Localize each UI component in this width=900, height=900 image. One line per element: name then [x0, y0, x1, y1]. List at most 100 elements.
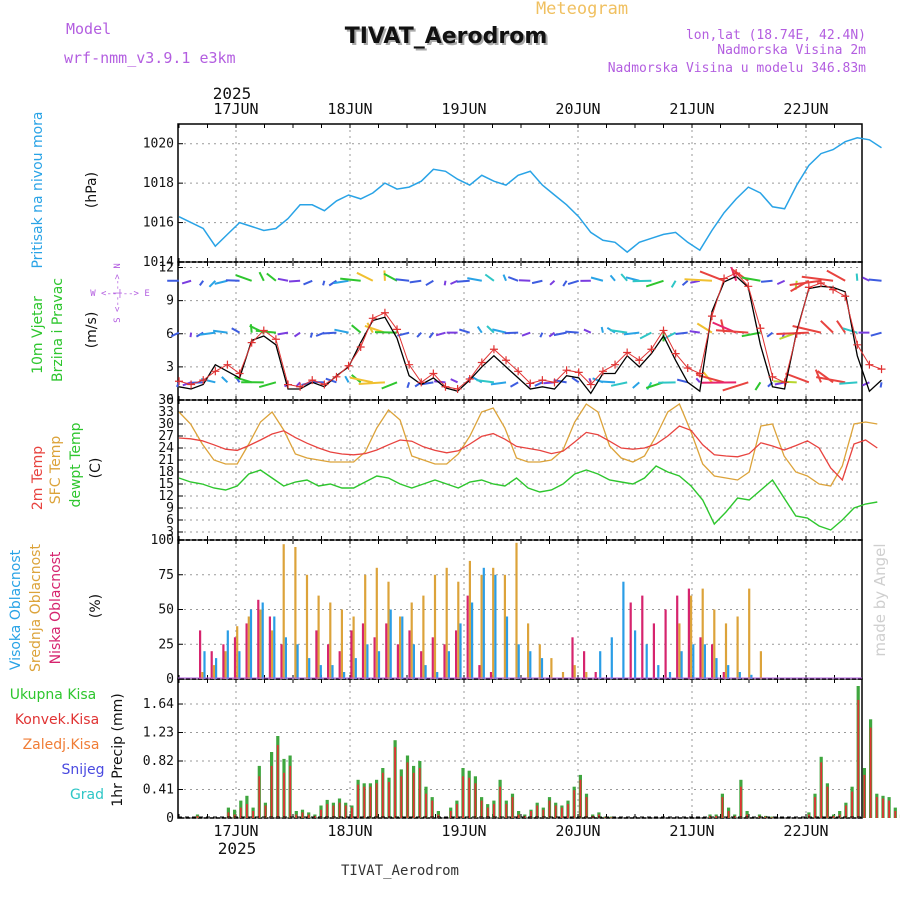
wind-plus-marker: [623, 348, 632, 357]
cloud-bar-niska: [257, 599, 260, 679]
precip-conv-bar: [301, 812, 304, 818]
wind-arrow: [293, 331, 301, 338]
wind-arrow: [567, 279, 580, 286]
precip-conv-bar: [727, 811, 730, 818]
precip-unit: 1hr Precip (mm): [110, 693, 126, 806]
cloud-bar-srednja: [573, 665, 576, 679]
wind-arrow: [349, 376, 374, 384]
cloud-bar-srednja: [678, 623, 681, 679]
wind-arrow: [328, 279, 338, 287]
precip-conv-bar: [338, 802, 341, 818]
precip-conv-bar: [418, 768, 421, 818]
wind-arrow: [689, 330, 700, 334]
day-label-bottom: 21JUN: [669, 822, 714, 840]
cloud-bar-visoka: [308, 658, 311, 679]
wind-arrow: [868, 278, 882, 282]
y-tick-label: 0: [166, 393, 174, 408]
wind-arrow: [610, 381, 628, 387]
cloud-bar-visoka: [354, 658, 357, 679]
precip-conv-bar: [437, 814, 440, 818]
cloud-bar-niska: [594, 672, 597, 679]
day-label-bottom: 19JUN: [441, 822, 486, 840]
cloud-bar-niska: [571, 637, 574, 679]
cloud-bar-srednja: [503, 574, 506, 680]
cloud-bar-visoka: [459, 623, 462, 679]
precip-total-bar: [233, 809, 237, 818]
wind-arrow: [681, 280, 689, 287]
wind-plus-marker: [344, 361, 353, 370]
wind-arrow: [428, 332, 435, 339]
cloud-bar-visoka: [540, 658, 544, 679]
cloud-bar-niska: [245, 623, 248, 679]
cloud-bar-srednja: [201, 672, 204, 679]
year-bottom: 2025: [218, 839, 257, 858]
cloud-bar-srednja: [422, 595, 425, 679]
wind-arrow: [741, 276, 761, 282]
wind-plus-marker: [199, 376, 208, 385]
wind-plus-marker: [598, 367, 607, 376]
day-label-top: 17JUN: [213, 100, 258, 118]
year-top: 2025: [213, 84, 252, 103]
cloud-bar-visoka: [657, 665, 660, 679]
cloud-bar-visoka: [471, 602, 474, 679]
precip-conv-bar: [721, 797, 724, 818]
wind-plus-marker: [526, 379, 535, 388]
wind-arrow: [754, 381, 762, 391]
wind-arrow: [553, 331, 567, 337]
y-tick-label: 24: [158, 441, 174, 456]
wind-arrow: [383, 272, 398, 282]
cloud-bar-niska: [641, 595, 644, 679]
pressure-title: Pritisak na nivou mora: [30, 111, 46, 268]
wind-arrow: [334, 328, 349, 334]
panel-3: [177, 399, 863, 541]
wind-arrow: [340, 277, 361, 282]
cloud-bar-niska: [489, 672, 493, 679]
cloud-bar-visoka: [505, 616, 509, 679]
wind-plus-marker: [586, 380, 595, 389]
wind-arrow: [510, 381, 519, 388]
day-label-top: 19JUN: [441, 100, 486, 118]
wind-direction-label-2: S <--|--> N: [113, 263, 123, 323]
wind-arrow: [539, 332, 544, 338]
cloud-bar-srednja: [410, 602, 413, 679]
wind-arrow: [855, 273, 859, 281]
temp2m-title: 2m Temp: [30, 446, 46, 510]
precip-conv-bar: [246, 804, 248, 818]
wind-plus-marker: [841, 292, 850, 301]
cloud-bar-visoka: [203, 651, 206, 679]
pressure-unit: (hPa): [84, 172, 100, 208]
precip-conv-bar: [363, 786, 366, 818]
y-tick-label: 9: [166, 501, 174, 516]
wind-plus-marker: [877, 365, 886, 374]
precip-conv-bar: [425, 793, 427, 818]
precip-conv-bar: [882, 798, 884, 818]
wind-plus-marker: [465, 375, 474, 384]
precip-conv-bar: [567, 804, 569, 818]
temp2m-line: [178, 425, 878, 482]
cloud-bar-niska: [664, 609, 667, 679]
wind-arrow: [189, 332, 193, 338]
wind-arrow: [766, 331, 774, 338]
cloud-bar-srednja: [387, 581, 390, 679]
wind-arrow: [356, 271, 374, 282]
wind-plus-marker: [477, 358, 486, 367]
y-tick-label: 100: [151, 533, 174, 548]
cloud-bar-niska: [478, 665, 481, 679]
meteogram-label: Meteogram: [536, 0, 628, 19]
wind-arrow: [322, 280, 326, 286]
panel-frame: [177, 678, 863, 819]
cloud-bar-srednja: [561, 672, 565, 679]
precip-conv-bar: [289, 765, 292, 818]
precip-conv-bar: [283, 772, 285, 818]
cloud-bar-visoka: [226, 630, 229, 679]
precip-conv-bar: [554, 805, 557, 818]
y-tick-label: 27: [158, 429, 174, 444]
y-tick-label: 1014: [143, 255, 174, 270]
wind-arrow: [741, 331, 761, 338]
cloud-bar-visoka: [249, 609, 253, 679]
precip-conv-bar: [307, 814, 310, 818]
cloud-bar-visoka: [331, 665, 334, 679]
conv-precip-title: Konvek.Kisa: [15, 712, 99, 728]
wind-arrow: [309, 332, 314, 338]
